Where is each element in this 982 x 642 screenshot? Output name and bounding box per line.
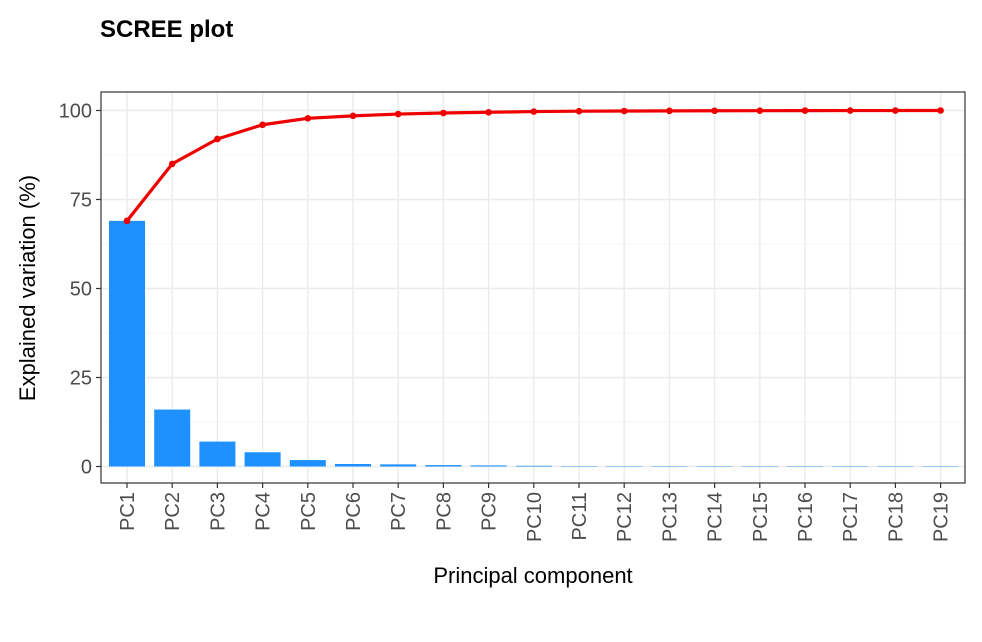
x-tick-label-pc12: PC12 [614,492,636,542]
y-axis-label: Explained variation (%) [15,175,40,401]
x-tick-label-pc5: PC5 [298,492,320,531]
y-axis: 0 25 50 75 100 [59,101,101,479]
x-tick-label-pc16: PC16 [795,492,817,542]
x-tick-label-pc1: PC1 [117,492,139,531]
y-tick-label: 50 [70,279,92,301]
cumulative-point-pc12 [621,108,628,115]
x-tick-label-pc4: PC4 [253,492,275,531]
cumulative-point-pc9 [485,109,492,116]
x-tick-label-pc13: PC13 [659,492,681,542]
cumulative-point-pc13 [666,108,673,115]
cumulative-point-pc15 [757,107,764,114]
cumulative-point-pc16 [802,107,809,114]
x-tick-label-pc9: PC9 [479,492,501,531]
cumulative-point-pc3 [214,136,221,143]
x-tick-label-pc3: PC3 [207,492,229,531]
cumulative-point-pc19 [937,107,944,114]
bar-pc10 [516,466,552,467]
x-tick-label-pc14: PC14 [705,492,727,542]
bar-pc6 [335,464,371,466]
x-tick-label-pc19: PC19 [931,492,953,542]
cumulative-point-pc1 [124,218,131,225]
bar-pc1 [109,221,145,467]
x-tick-label-pc18: PC18 [885,492,907,542]
x-tick-label-pc15: PC15 [750,492,772,542]
x-tick-label-pc11: PC11 [569,492,591,541]
y-tick-label: 0 [81,457,92,479]
bar-pc2 [154,410,190,467]
chart-title: SCREE plot [100,16,233,43]
cumulative-point-pc7 [395,111,402,118]
bar-pc5 [290,460,326,466]
cumulative-point-pc14 [711,107,718,114]
x-tick-label-pc10: PC10 [524,492,546,542]
cumulative-point-pc4 [259,121,266,128]
x-axis: PC1 PC2 PC3 PC4 PC5 PC6 PC7 PC8 PC9 PC10 PC11 PC12 P… [117,483,953,542]
bar-pc8 [425,465,461,466]
x-tick-label-pc17: PC17 [840,492,862,542]
bar-pc9 [471,465,507,466]
x-tick-label-pc2: PC2 [162,492,184,531]
y-tick-label: 25 [70,368,92,390]
y-tick-label: 75 [70,190,92,212]
x-tick-label-pc7: PC7 [388,492,410,531]
plot-panel-background [101,92,965,483]
cumulative-point-pc8 [440,110,447,117]
x-axis-label: Principal component [433,563,632,588]
cumulative-point-pc6 [350,113,357,120]
bar-pc4 [245,452,281,466]
bar-pc7 [380,464,416,466]
x-tick-label-pc6: PC6 [343,492,365,531]
cumulative-point-pc10 [531,108,538,115]
y-tick-label: 100 [59,101,92,123]
cumulative-point-pc5 [305,115,312,122]
cumulative-point-pc2 [169,161,176,168]
cumulative-point-pc17 [847,107,854,114]
bar-pc3 [199,442,235,467]
cumulative-point-pc18 [892,107,899,114]
x-tick-label-pc8: PC8 [433,492,455,531]
cumulative-point-pc11 [576,108,583,115]
